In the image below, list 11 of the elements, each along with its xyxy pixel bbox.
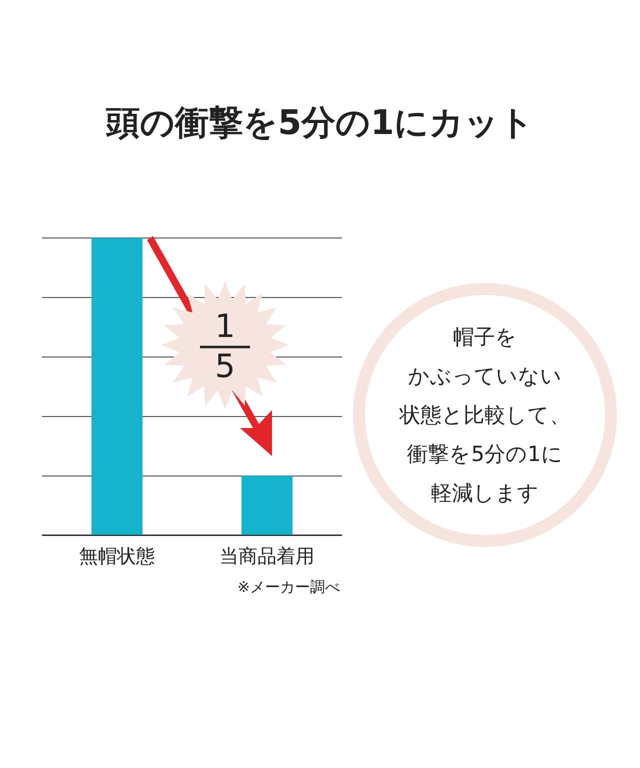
text: 軽減します xyxy=(430,480,540,507)
text: ※メーカー調べ xyxy=(236,578,340,597)
annotation: 1 xyxy=(214,306,236,346)
text: 状態と比較して、 xyxy=(398,402,572,429)
text: かぶっていない xyxy=(407,363,563,390)
annotation: 5 xyxy=(214,346,236,386)
x-tick-label: 当商品着用 xyxy=(220,546,314,568)
chart-title: 頭の衝撃を5分の1にカット xyxy=(104,102,536,145)
text: 衝撃を5分の1に xyxy=(406,441,564,468)
x-tick-label: 無帽状態 xyxy=(79,546,155,568)
text: 帽子を xyxy=(452,324,518,351)
